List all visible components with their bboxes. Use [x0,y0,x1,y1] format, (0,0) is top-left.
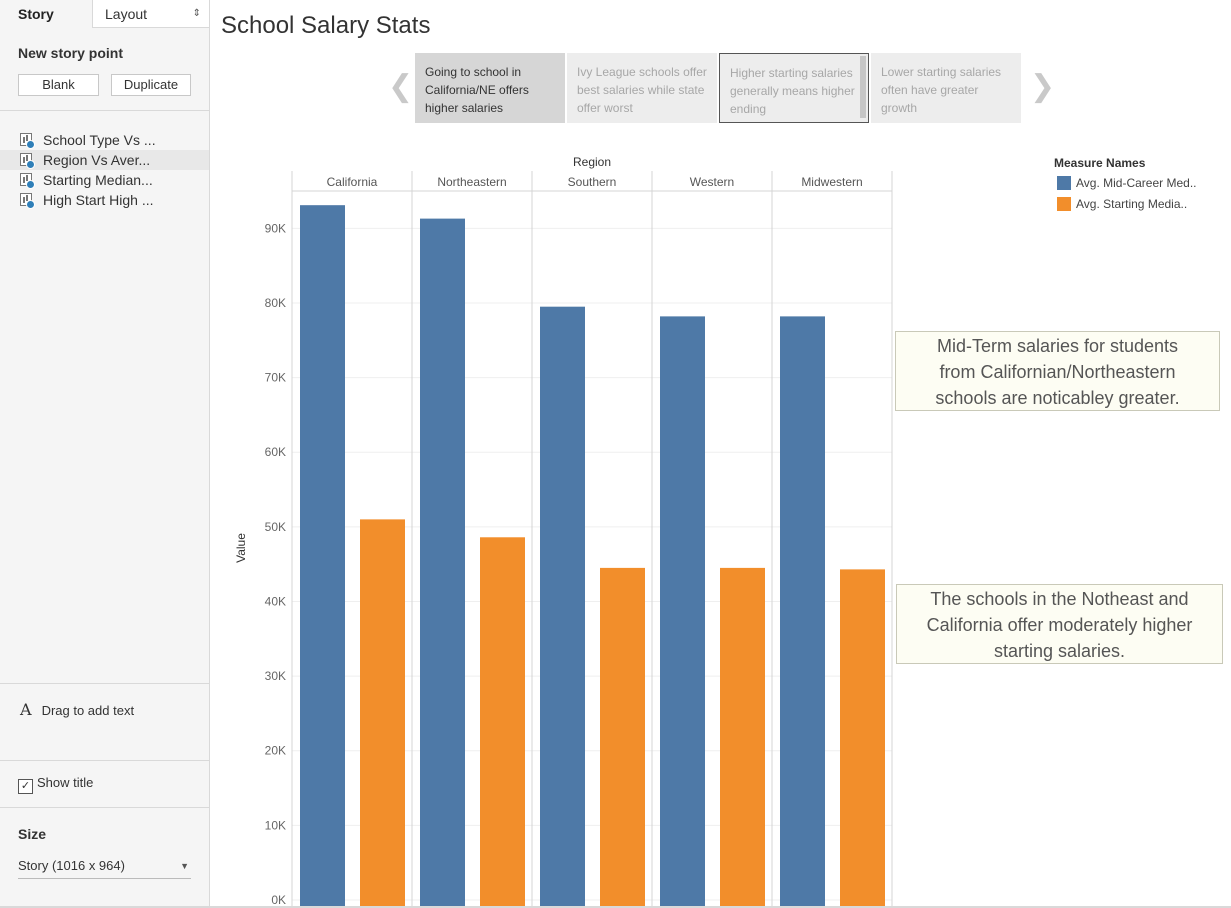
sheet-item[interactable]: Starting Median... [0,170,209,190]
column-header-title: Region [573,155,611,169]
divider [0,906,1231,908]
annotation-line: starting salaries. [993,641,1126,661]
story-point-4[interactable]: Lower starting salaries often have great… [871,53,1021,123]
story-point-2[interactable]: Ivy League schools offer best salaries w… [567,53,717,123]
annotation-line: from Californian/Northeastern [939,362,1176,382]
legend-swatch [1057,197,1071,211]
worksheet-icon [20,193,35,209]
y-tick-label: 30K [265,669,286,683]
y-axis-title: Value [234,533,248,563]
worksheet-icon [20,133,35,149]
y-tick-label: 90K [265,221,286,235]
drag-text-label: Drag to add text [41,703,135,718]
category-label: Western [690,175,734,189]
next-arrow-icon[interactable]: ❯ [1030,70,1056,103]
sheet-label: School Type Vs ... [43,132,156,148]
annotation-line: Mid-Term salaries for students [936,336,1179,356]
bar [780,316,825,908]
bar [600,567,645,908]
new-story-point-heading: New story point [18,45,124,61]
annotation-starting: The schools in the Notheast and Californ… [896,584,1223,664]
legend-title: Measure Names [1054,156,1146,170]
text-icon: A [20,700,32,719]
sheet-label: Starting Median... [43,172,153,188]
y-tick-label: 20K [265,744,286,758]
sheet-list: School Type Vs ... Region Vs Aver... Sta… [0,130,209,210]
y-tick-label: 0K [271,893,286,907]
bar [300,205,345,908]
story-point-1[interactable]: Going to school in California/NE offers … [415,53,565,123]
y-tick-label: 40K [265,594,286,608]
tab-layout-label: Layout [105,6,148,22]
y-tick-label: 70K [265,371,286,385]
bar [420,218,465,908]
category-label: California [327,175,378,189]
bar [540,306,585,908]
y-tick-label: 50K [265,520,286,534]
legend-item-label: Avg. Starting Media.. [1076,197,1187,211]
sheet-item[interactable]: Region Vs Aver... [0,150,209,170]
category-label: Midwestern [801,175,862,189]
scrollbar[interactable] [860,56,866,118]
sheet-label: High Start High ... [43,192,154,208]
bar [360,519,405,908]
category-label: Southern [568,175,617,189]
previous-arrow-icon[interactable]: ❮ [388,70,414,103]
bar [660,316,705,908]
divider [0,807,209,808]
worksheet-icon [20,173,35,189]
divider [0,760,209,761]
annotation-mid-career: Mid-Term salaries for students from Cali… [895,331,1220,411]
tab-story[interactable]: Story [0,0,92,28]
annotation-line: California offer moderately higher [926,615,1193,635]
duplicate-button[interactable]: Duplicate [111,74,191,96]
story-pane: Story Layout ⇕ New story point Blank Dup… [0,0,210,908]
category-label: Northeastern [437,175,506,189]
updown-arrow-icon: ⇕ [192,8,201,19]
chevron-down-icon: ▼ [180,861,189,871]
tab-layout[interactable]: Layout ⇕ [92,0,209,28]
story-point-3[interactable]: Higher starting salaries generally means… [719,53,869,123]
show-title-label: Show title [37,775,94,790]
sheet-item[interactable]: School Type Vs ... [0,130,209,150]
bar [840,569,885,908]
sheet-label: Region Vs Aver... [43,152,151,168]
divider [0,683,209,684]
divider [0,110,209,111]
size-value: Story (1016 x 964) [18,858,125,873]
bar [720,567,765,908]
drag-text-object[interactable]: A Drag to add text [20,700,134,719]
y-tick-label: 80K [265,296,286,310]
blank-button[interactable]: Blank [18,74,99,96]
show-title-checkbox[interactable]: ✓ Show title [18,775,93,794]
size-dropdown[interactable]: Story (1016 x 964) ▼ [18,856,191,879]
checkbox-checked-icon: ✓ [18,779,33,794]
legend-swatch [1057,176,1071,190]
sheet-item[interactable]: High Start High ... [0,190,209,210]
worksheet-icon [20,153,35,169]
annotation-line: schools are noticabley greater. [935,388,1180,408]
bar [480,537,525,908]
annotation-line: The schools in the Notheast and [930,589,1189,609]
story-point-3-text: Higher starting salaries generally means… [730,66,855,116]
y-tick-label: 60K [265,445,286,459]
legend-item-label: Avg. Mid-Career Med.. [1076,176,1197,190]
y-tick-label: 10K [265,818,286,832]
size-heading: Size [18,826,47,842]
story-title: School Salary Stats [221,12,431,39]
